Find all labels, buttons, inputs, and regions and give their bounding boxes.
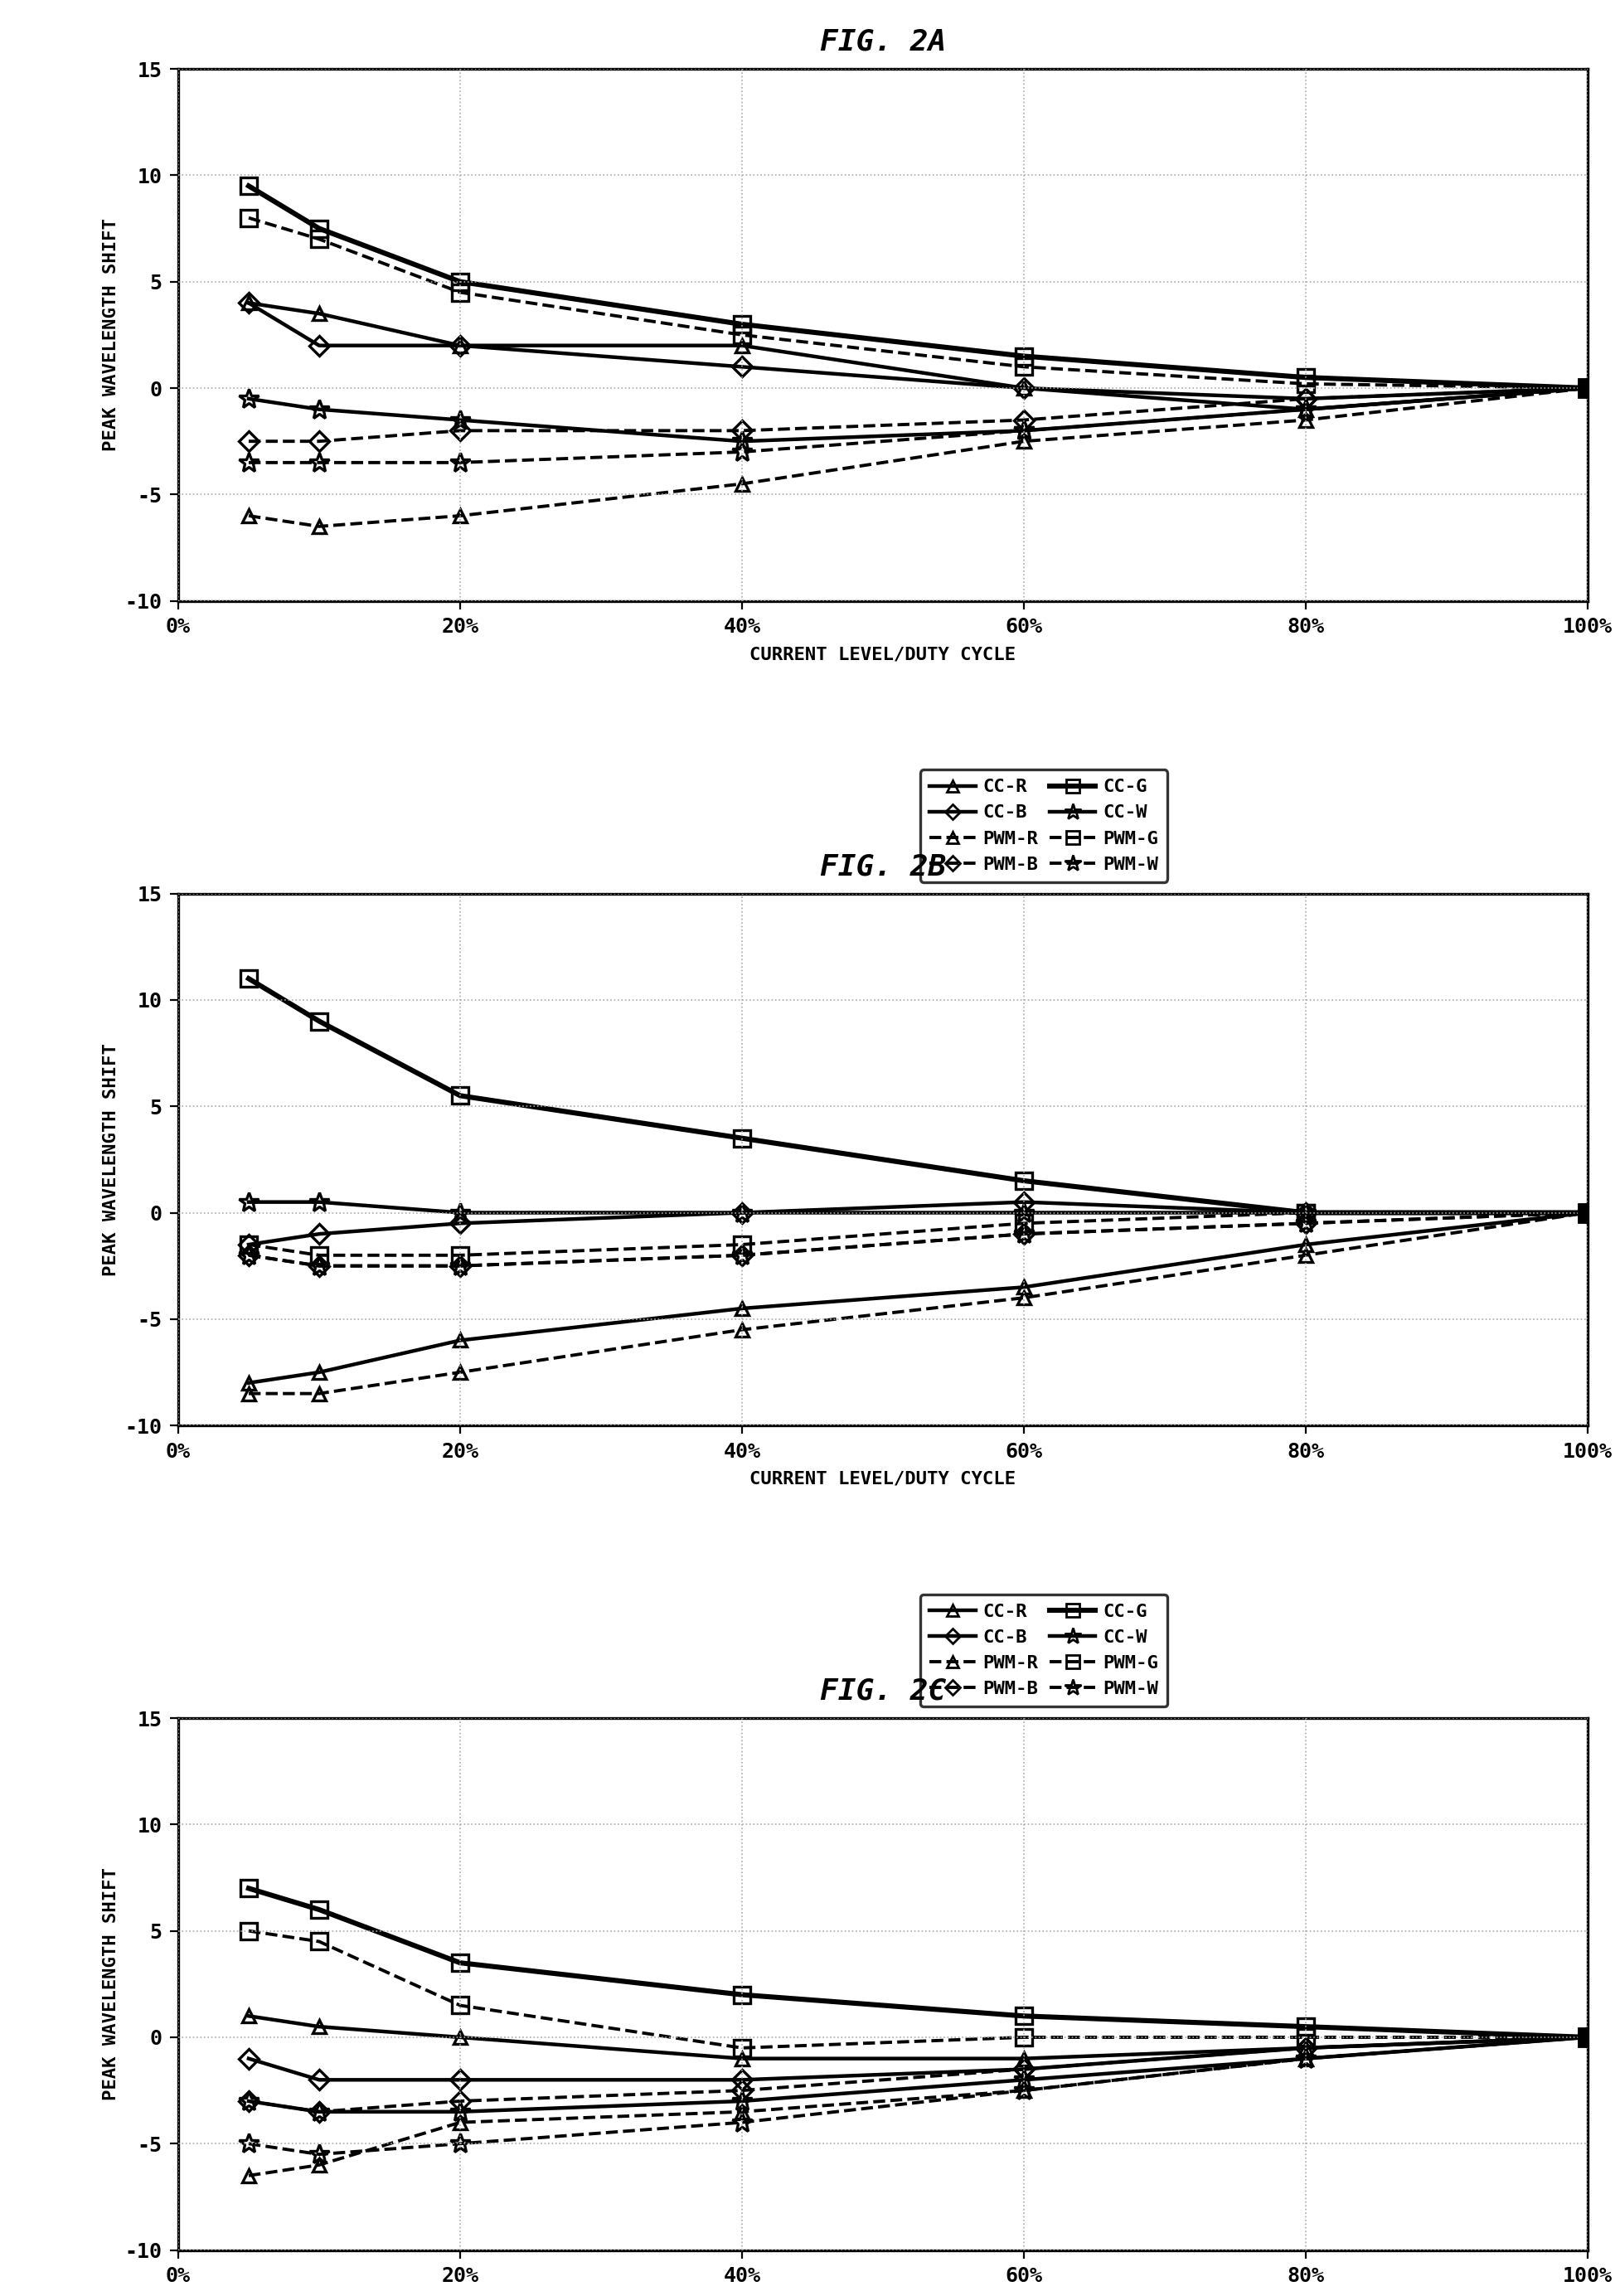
Legend: CC-R, CC-B, PWM-R, PWM-B, CC-G, CC-W, PWM-G, PWM-W: CC-R, CC-B, PWM-R, PWM-B, CC-G, CC-W, PW… bbox=[920, 769, 1168, 882]
Y-axis label: PEAK WAVELENGTH SHIFT: PEAK WAVELENGTH SHIFT bbox=[102, 218, 120, 452]
Y-axis label: PEAK WAVELENGTH SHIFT: PEAK WAVELENGTH SHIFT bbox=[102, 1867, 120, 2101]
X-axis label: CURRENT LEVEL/DUTY CYCLE: CURRENT LEVEL/DUTY CYCLE bbox=[750, 1472, 1016, 1488]
Title: FIG. 2B: FIG. 2B bbox=[820, 852, 946, 882]
Title: FIG. 2A: FIG. 2A bbox=[820, 28, 946, 57]
Y-axis label: PEAK WAVELENGTH SHIFT: PEAK WAVELENGTH SHIFT bbox=[102, 1042, 120, 1277]
Title: FIG. 2C: FIG. 2C bbox=[820, 1678, 946, 1706]
Legend: CC-R, CC-B, PWM-R, PWM-B, CC-G, CC-W, PWM-G, PWM-W: CC-R, CC-B, PWM-R, PWM-B, CC-G, CC-W, PW… bbox=[920, 1593, 1168, 1706]
X-axis label: CURRENT LEVEL/DUTY CYCLE: CURRENT LEVEL/DUTY CYCLE bbox=[750, 645, 1016, 664]
